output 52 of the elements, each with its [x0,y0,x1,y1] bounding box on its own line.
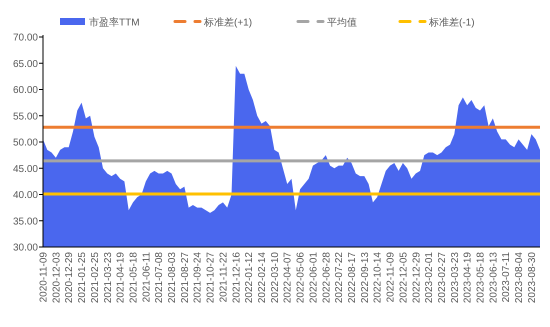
x-tick-label: 2021-01-25 [77,252,88,304]
legend-label: 标准差(-1) [428,16,475,28]
x-tick-label: 2021-08-27 [180,252,191,304]
x-tick-label: 2021-02-25 [90,252,101,304]
y-tick-label: 70.00 [12,32,38,44]
x-tick-label: 2020-12-03 [51,252,62,304]
x-tick-label: 2022-12-05 [398,252,410,304]
x-tick-label: 2023-07-11 [501,252,512,302]
x-tick-label: 2023-04-19 [462,252,474,304]
x-tick-label: 2020-11-09 [38,252,50,302]
x-tick-label: 2023-08-04 [514,252,526,304]
x-tick-label: 2022-02-14 [257,252,268,304]
x-tick-label: 2023-02-27 [436,252,448,304]
x-tick-label: 2021-06-11 [141,252,152,302]
legend-label: 平均值 [327,16,357,28]
x-tick-label: 2022-12-29 [411,252,422,304]
x-tick-label: 2023-08-30 [526,252,538,304]
x-tick-label: 2021-04-19 [116,252,127,304]
x-tick-label: 2022-11-09 [386,252,397,302]
x-tick-label: 2022-07-22 [334,252,346,304]
x-tick-label: 2021-07-08 [154,252,166,304]
x-tick-label: 2022-01-12 [244,252,256,304]
x-tick-label: 2023-03-23 [450,252,461,304]
legend-label: 标准差(+1) [203,16,252,28]
x-tick-label: 2022-08-17 [346,252,358,304]
x-tick-label: 2022-06-28 [321,252,332,304]
y-tick-label: 30.00 [12,242,38,254]
x-tick-label: 2022-10-14 [372,252,384,304]
x-tick-label: 2022-05-06 [296,252,307,304]
y-tick-label: 40.00 [12,190,38,201]
x-tick-label: 2022-09-13 [360,252,371,304]
x-tick-label: 2022-03-10 [270,252,281,304]
x-tick-label: 2022-04-07 [282,252,294,304]
x-tick-label: 2021-10-27 [206,252,217,304]
y-tick-label: 50.00 [12,138,38,148]
x-tick-label: 2023-06-13 [488,252,500,304]
x-tick-label: 2021-09-24 [192,252,204,304]
x-tick-label: 2021-05-18 [128,252,140,304]
x-tick-label: 2021-08-03 [167,252,178,304]
y-tick-label: 60.00 [12,85,38,96]
x-tick-label: 2023-02-01 [424,252,436,304]
y-tick-label: 65.00 [12,58,38,70]
x-tick-label: 2021-11-22 [218,252,230,302]
x-tick-label: 2023-05-18 [476,252,487,304]
y-tick-label: 45.00 [12,164,38,175]
x-tick-label: 2020-12-29 [64,252,76,304]
x-tick-label: 2021-12-16 [231,252,242,304]
x-tick-label: 2022-06-01 [308,252,320,304]
y-tick-label: 55.00 [12,111,38,122]
x-tick-label: 2021-03-23 [102,252,114,304]
legend-label: 市盈率TTM [89,16,140,28]
y-tick-label: 35.00 [12,216,38,228]
